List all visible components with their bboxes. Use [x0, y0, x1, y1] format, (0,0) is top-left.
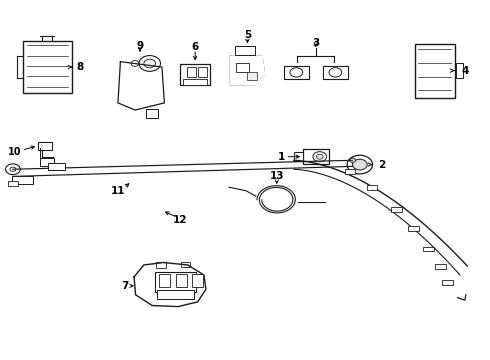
Bar	[323, 66, 348, 79]
Polygon shape	[118, 62, 164, 110]
Circle shape	[10, 167, 16, 171]
Bar	[23, 41, 72, 93]
Circle shape	[313, 152, 327, 162]
Text: 10: 10	[8, 147, 21, 157]
Text: 3: 3	[312, 38, 319, 48]
Bar	[180, 262, 190, 267]
Text: 8: 8	[76, 62, 83, 72]
Bar	[156, 262, 166, 268]
Bar	[187, 67, 196, 77]
Circle shape	[144, 59, 156, 68]
Bar	[456, 63, 463, 78]
Text: 13: 13	[270, 171, 284, 181]
Bar	[176, 274, 187, 287]
Text: 12: 12	[173, 215, 188, 225]
Bar	[159, 274, 170, 287]
Bar	[183, 80, 207, 85]
Text: 4: 4	[461, 66, 468, 76]
Bar	[7, 181, 18, 186]
Bar	[367, 185, 377, 189]
Bar	[49, 163, 66, 170]
Bar	[423, 247, 434, 251]
Bar	[235, 46, 255, 55]
Text: 1: 1	[278, 152, 285, 162]
Circle shape	[131, 60, 139, 66]
Bar	[38, 141, 51, 149]
Text: 6: 6	[192, 42, 199, 51]
Circle shape	[139, 55, 160, 71]
Bar	[198, 67, 207, 77]
Bar	[12, 176, 33, 184]
Bar	[294, 152, 303, 161]
Bar	[442, 280, 453, 284]
Circle shape	[329, 68, 342, 77]
Bar	[180, 64, 210, 85]
Polygon shape	[230, 56, 265, 85]
Text: 7: 7	[122, 281, 129, 291]
Bar	[40, 158, 54, 166]
Bar	[155, 273, 196, 292]
Bar	[157, 290, 194, 299]
Bar	[146, 109, 158, 118]
Circle shape	[5, 164, 20, 175]
Bar	[247, 72, 257, 80]
Text: 2: 2	[378, 159, 386, 170]
Bar	[415, 44, 455, 98]
Bar	[391, 207, 402, 212]
Bar	[435, 265, 446, 269]
Text: 9: 9	[136, 41, 144, 50]
Bar	[192, 274, 203, 287]
Text: 11: 11	[111, 186, 125, 197]
Circle shape	[290, 68, 303, 77]
Bar	[284, 66, 309, 79]
Bar	[344, 170, 355, 174]
Bar	[408, 226, 419, 231]
Circle shape	[352, 159, 367, 170]
Polygon shape	[134, 262, 206, 307]
Circle shape	[347, 155, 372, 174]
Bar	[303, 149, 329, 164]
Circle shape	[317, 154, 323, 159]
Circle shape	[349, 158, 355, 162]
Text: 5: 5	[244, 30, 251, 40]
Bar	[237, 63, 248, 72]
